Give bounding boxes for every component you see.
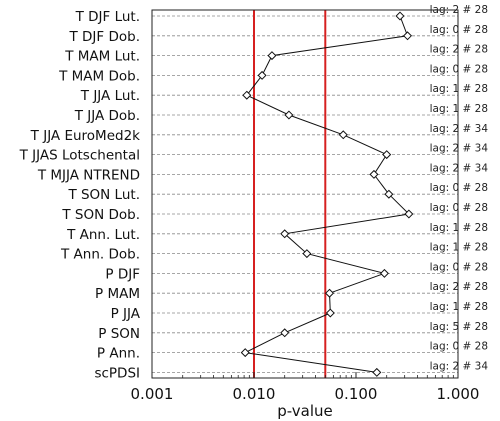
data-point — [338, 130, 348, 140]
data-point — [403, 31, 413, 41]
lag-annotation: lag: 0 # 28 — [430, 24, 488, 36]
lag-annotation: lag: 2 # 28 — [430, 44, 488, 56]
data-point — [240, 348, 250, 358]
lag-annotation: lag: 2 # 34 — [430, 123, 489, 135]
category-label: T JJA EuroMed2k — [30, 128, 141, 144]
lag-annotation: lag: 1 # 28 — [430, 222, 488, 234]
plot-frame — [151, 9, 459, 379]
category-label: P DJF — [105, 266, 140, 282]
category-label: T JJA Lut. — [80, 88, 140, 104]
lag-annotation: lag: 5 # 28 — [430, 321, 488, 333]
data-point — [280, 328, 290, 338]
data-point — [325, 308, 335, 318]
category-label: T MJJA NTREND — [37, 167, 140, 183]
lag-annotation: lag: 0 # 28 — [430, 182, 488, 194]
lag-annotation: lag: 1 # 28 — [430, 301, 488, 313]
data-point — [284, 110, 294, 120]
category-label: P JJA — [111, 306, 141, 322]
data-point — [242, 90, 252, 100]
lag-annotation: lag: 1 # 28 — [430, 242, 488, 254]
x-tick-label: 1.000 — [437, 385, 480, 403]
data-series — [240, 11, 414, 377]
data-point — [382, 150, 392, 160]
data-point — [379, 268, 389, 278]
lag-annotation: lag: 1 # 28 — [430, 103, 488, 115]
lag-annotation: lag: 0 # 28 — [430, 63, 488, 75]
lag-annotation: lag: 0 # 28 — [430, 341, 488, 353]
lag-annotation: lag: 2 # 34 — [430, 162, 489, 174]
data-point — [384, 189, 394, 199]
data-point — [302, 249, 312, 259]
lag-annotation: lag: 2 # 28 — [430, 4, 488, 16]
category-label: P MAM — [95, 286, 140, 302]
data-point — [369, 169, 379, 179]
x-axis: 0.001 0.010 0.100 1.000 — [131, 372, 480, 403]
category-label: P Ann. — [97, 346, 140, 362]
data-point — [325, 288, 335, 298]
category-label: T Ann. Lut. — [66, 227, 140, 243]
x-tick-label: 0.010 — [233, 385, 276, 403]
lag-annotation: lag: 2 # 28 — [430, 281, 488, 293]
annotations: lag: 2 # 28 lag: 0 # 28 lag: 2 # 28 lag: 0 … — [430, 4, 489, 372]
data-point — [372, 367, 382, 377]
category-label: T SON Dob. — [61, 207, 140, 223]
data-point — [267, 51, 277, 61]
category-labels: T DJF Lut. T DJF Dob. T MAM Lut. T MAM Dob.… — [19, 9, 141, 381]
category-label: T DJF Lut. — [75, 9, 140, 25]
category-label: T MAM Dob. — [58, 68, 140, 84]
category-label: T MAM Lut. — [64, 49, 140, 65]
category-label: P SON — [98, 326, 140, 342]
data-point — [404, 209, 414, 219]
lag-annotation: lag: 0 # 28 — [430, 261, 488, 273]
lag-annotation: lag: 2 # 34 — [430, 360, 489, 372]
x-axis-label: p-value — [277, 402, 333, 420]
lag-annotation: lag: 0 # 28 — [430, 202, 488, 214]
category-label: T SON Lut. — [67, 187, 140, 203]
x-tick-label: 0.001 — [131, 385, 174, 403]
category-label: T JJA Dob. — [74, 108, 140, 124]
category-label: T DJF Dob. — [69, 29, 141, 45]
category-label: scPDSI — [94, 365, 140, 381]
data-point — [395, 11, 405, 21]
lag-annotation: lag: 1 # 28 — [430, 83, 488, 95]
reference-lines — [253, 10, 327, 378]
data-point — [280, 229, 290, 239]
x-tick-label: 0.100 — [335, 385, 378, 403]
category-label: T Ann. Dob. — [60, 247, 140, 263]
category-label: T JJAS Lotschental — [19, 148, 140, 164]
lag-annotation: lag: 2 # 34 — [430, 143, 489, 155]
data-point — [257, 70, 267, 80]
